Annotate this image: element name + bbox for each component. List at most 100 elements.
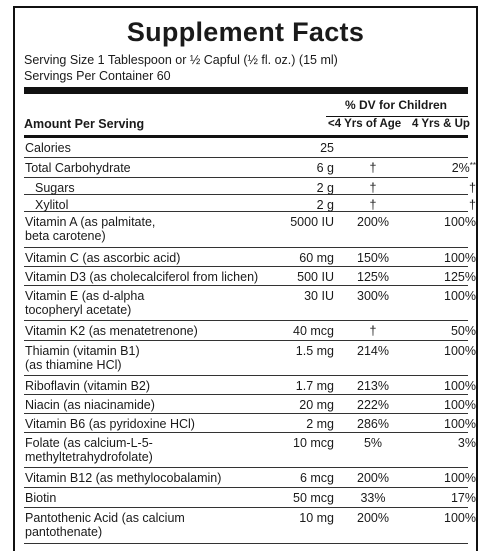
nutrient-row: Sugars 2 g † † xyxy=(24,178,476,195)
servings-per-container: Servings Per Container 60 xyxy=(24,69,171,83)
nutrient-row: Vitamin A (as palmitate, beta carotene) 5… xyxy=(24,212,476,248)
nutrient-name: Total Carbohydrate xyxy=(25,161,131,175)
supplement-facts-panel: Supplement Facts Serving Size 1 Tablespo… xyxy=(13,6,478,551)
nutrient-row: Total Carbohydrate 6 g † 2%** xyxy=(24,158,476,178)
nutrient-amount: 2 mg xyxy=(306,417,334,431)
dv-4up-value: 100% xyxy=(444,398,476,412)
dv-4up-value: 2% xyxy=(451,161,470,175)
panel-title: Supplement Facts xyxy=(126,17,365,47)
nutrient-amount: 40 mcg xyxy=(293,324,334,338)
dv-under4-value: 300% xyxy=(357,289,389,303)
dv-4up-cell: † xyxy=(416,181,476,195)
nutrient-name: Vitamin E (as d-alpha tocopheryl acetate… xyxy=(25,289,145,317)
nutrient-name: Vitamin B12 (as methylocobalamin) xyxy=(25,471,222,485)
dv-under4-value: 200% xyxy=(357,215,389,229)
nutrient-table: Calories 25 Total Carbohydrate 6 g † 2%** Suga… xyxy=(24,138,476,544)
nutrient-name: Thiamin (vitamin B1) (as thiamine HCl) xyxy=(25,344,140,372)
nutrient-row: Folate (as calcium-L-5- methyltetrahydro… xyxy=(24,433,476,468)
nutrient-name: Vitamin B6 (as pyridoxine HCl) xyxy=(25,417,195,431)
nutrient-name: Vitamin A (as palmitate, beta carotene) xyxy=(25,215,156,243)
nutrient-amount: 10 mg xyxy=(299,511,334,525)
dv-4up-footnote-mark: ** xyxy=(469,161,476,170)
nutrient-amount: 10 mcg xyxy=(293,436,334,450)
nutrient-amount: 20 mg xyxy=(299,398,334,412)
dv-4up-cell: 100% xyxy=(416,289,476,303)
nutrient-amount: 50 mcg xyxy=(293,491,334,505)
dv-4up-value: 100% xyxy=(444,215,476,229)
dv-4up-value: † xyxy=(469,198,476,212)
dv-4up-cell: 17% xyxy=(416,491,476,505)
dv-4up-cell: † xyxy=(416,198,476,212)
dv-4up-value: 17% xyxy=(450,491,476,505)
nutrient-amount: 30 IU xyxy=(304,289,334,303)
nutrient-name: Biotin xyxy=(25,491,57,505)
amount-per-serving-label: Amount Per Serving xyxy=(24,117,145,131)
dv-under4-value: 33% xyxy=(360,491,386,505)
nutrient-row: Vitamin D3 (as cholecalciferol from lich… xyxy=(24,267,476,286)
dv-4up-cell: 100% xyxy=(416,398,476,412)
nutrient-row: Xylitol 2 g † † xyxy=(24,195,476,212)
col-header-under4: <4 Yrs of Age xyxy=(328,118,402,130)
dv-4up-cell: 100% xyxy=(416,417,476,431)
nutrient-row: Vitamin E (as d-alpha tocopheryl acetate… xyxy=(24,286,476,321)
dv-4up-cell: 100% xyxy=(416,471,476,485)
medium-divider xyxy=(24,135,468,138)
nutrient-amount: 60 mg xyxy=(299,251,334,265)
nutrient-amount: 2 g xyxy=(316,181,334,195)
dv-under4-value: 5% xyxy=(363,436,383,450)
dv-under4-value: 200% xyxy=(357,471,389,485)
nutrient-amount: 1.7 mg xyxy=(295,379,334,393)
nutrient-row: Vitamin B12 (as methylocobalamin) 6 mcg 20… xyxy=(24,468,476,488)
dv-under4-value: † xyxy=(369,198,377,212)
dv-4up-value: 100% xyxy=(444,344,476,358)
nutrient-row: Vitamin K2 (as menatetrenone) 40 mcg † 50% xyxy=(24,321,476,341)
dv-4up-value: 100% xyxy=(444,379,476,393)
dv-4up-value: † xyxy=(469,181,476,195)
nutrient-row: Vitamin C (as ascorbic acid) 60 mg 150% 100… xyxy=(24,248,476,267)
dv-4up-cell: 100% xyxy=(416,379,476,393)
nutrient-name: Xylitol xyxy=(35,198,69,212)
nutrient-name: Vitamin D3 (as cholecalciferol from lich… xyxy=(25,270,259,284)
dv-4up-cell: 100% xyxy=(416,251,476,265)
nutrient-row: Niacin (as niacinamide) 20 mg 222% 100% xyxy=(24,395,476,414)
dv-4up-cell: 125% xyxy=(416,270,476,284)
dv-4up-value: 50% xyxy=(450,324,476,338)
dv-4up-cell: 100% xyxy=(416,215,476,229)
nutrient-row: Thiamin (vitamin B1) (as thiamine HCl) 1.… xyxy=(24,341,476,376)
nutrient-amount: 5000 IU xyxy=(290,215,334,229)
dv-4up-value: 3% xyxy=(457,436,476,450)
dv-4up-value: 100% xyxy=(444,417,476,431)
dv-under4-value: 150% xyxy=(357,251,389,265)
dv-under4-value: † xyxy=(369,161,377,175)
dv-under4-value: 286% xyxy=(357,417,389,431)
nutrient-name: Sugars xyxy=(35,181,75,195)
nutrient-name: Pantothenic Acid (as calcium pantothenat… xyxy=(25,511,185,539)
serving-info: Serving Size 1 Tablespoon or ½ Capful (½… xyxy=(24,52,338,84)
dv-under4-value: 213% xyxy=(357,379,389,393)
nutrient-amount: 1.5 mg xyxy=(295,344,334,358)
nutrient-name: Calories xyxy=(25,141,71,155)
thick-divider xyxy=(24,87,468,94)
nutrient-amount: 6 mcg xyxy=(299,471,334,485)
dv-4up-cell: 2%** xyxy=(416,161,476,175)
nutrient-name: Vitamin C (as ascorbic acid) xyxy=(25,251,181,265)
dv-under4-value: 222% xyxy=(357,398,389,412)
nutrient-row: Riboflavin (vitamin B2) 1.7 mg 213% 100% xyxy=(24,376,476,395)
dv-under4-value: † xyxy=(369,181,377,195)
nutrient-name: Riboflavin (vitamin B2) xyxy=(25,379,151,393)
nutrient-row: Vitamin B6 (as pyridoxine HCl) 2 mg 286% 10… xyxy=(24,414,476,433)
dv-under4-value: 214% xyxy=(357,344,389,358)
nutrient-name: Folate (as calcium-L-5- methyltetrahydro… xyxy=(25,436,153,464)
dv-4up-value: 100% xyxy=(444,289,476,303)
nutrient-row: Biotin 50 mcg 33% 17% xyxy=(24,488,476,508)
nutrient-amount: 25 xyxy=(320,141,334,155)
serving-size: Serving Size 1 Tablespoon or ½ Capful (½… xyxy=(24,53,338,67)
dv-4up-cell: 50% xyxy=(416,324,476,338)
dv-4up-value: 100% xyxy=(444,251,476,265)
nutrient-name: Niacin (as niacinamide) xyxy=(25,398,155,412)
nutrient-amount: 2 g xyxy=(316,198,334,212)
dv-4up-cell: 100% xyxy=(416,344,476,358)
nutrient-amount: 6 g xyxy=(316,161,334,175)
nutrient-amount: 500 IU xyxy=(297,270,334,284)
dv-4up-value: 100% xyxy=(444,511,476,525)
